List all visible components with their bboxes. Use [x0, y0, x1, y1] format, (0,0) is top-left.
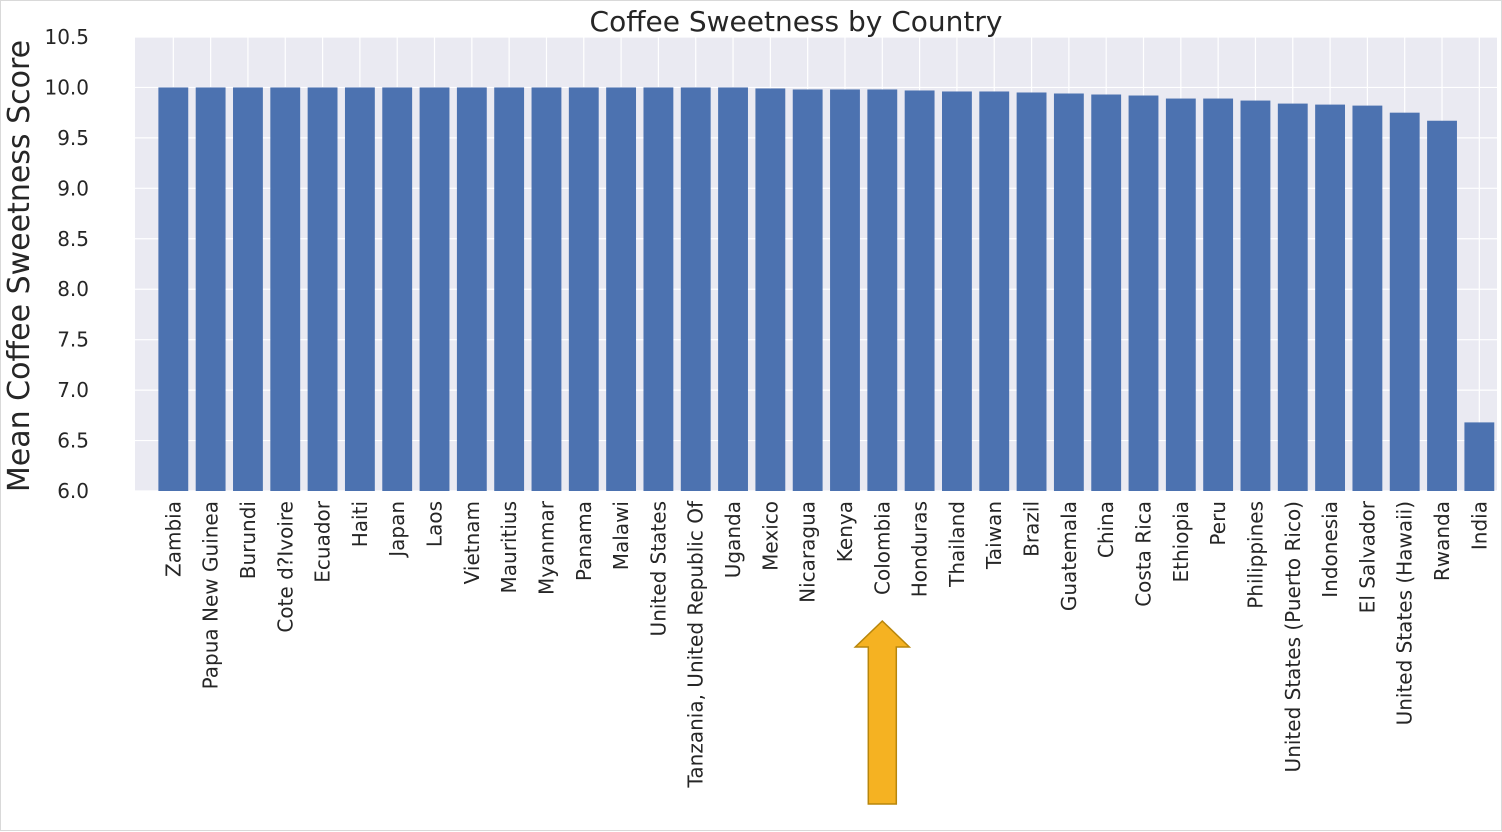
bar-nicaragua: [792, 89, 823, 491]
bar-ecuador: [307, 87, 338, 491]
y-tick-label: 8.5: [57, 227, 89, 251]
bar-mexico: [755, 88, 786, 491]
x-tick-label: Tanzania, United Republic Of: [684, 500, 708, 788]
bar-united-states-puerto-rico: [1277, 103, 1308, 491]
y-tick-label: 7.0: [57, 378, 89, 402]
bar-taiwan: [979, 91, 1010, 491]
x-tick-label: Ecuador: [311, 500, 335, 582]
x-tick-label: Cote d?Ivoire: [273, 501, 297, 633]
bar-tanzania-united-republic-of: [680, 87, 711, 491]
y-axis-label: Mean Coffee Sweetness Score: [2, 40, 37, 492]
bars: [158, 87, 1495, 492]
x-tick-label: Honduras: [908, 501, 932, 597]
x-tick-label: Costa Rica: [1132, 501, 1156, 607]
x-tick-label: United States (Puerto Rico): [1281, 501, 1305, 772]
x-tick-label: Philippines: [1243, 501, 1267, 609]
bar-myanmar: [531, 87, 562, 491]
x-tick-label: Indonesia: [1318, 501, 1342, 598]
x-tick-label: Uganda: [721, 501, 745, 578]
x-tick-label: Malawi: [609, 501, 633, 570]
bar-el-salvador: [1352, 105, 1383, 492]
x-tick-label: Zambia: [161, 501, 185, 577]
x-tick-label: Laos: [423, 501, 447, 547]
x-tick-label: Burundi: [236, 501, 260, 579]
annotation: [853, 619, 912, 805]
bar-colombia: [867, 89, 898, 491]
x-tick-label: Haiti: [348, 501, 372, 547]
bar-uganda: [718, 87, 748, 491]
bar-guatemala: [1053, 93, 1084, 492]
bar-laos: [419, 87, 450, 491]
x-tick-label: United States (Hawaii): [1393, 501, 1417, 725]
bar-vietnam: [456, 87, 487, 491]
x-tick-label: Guatemala: [1057, 501, 1081, 611]
bar-india: [1464, 422, 1495, 491]
y-tick-label: 9.0: [57, 176, 89, 200]
bar-peru: [1203, 98, 1234, 491]
up-arrow-icon: [853, 619, 912, 805]
bar-zambia: [158, 87, 189, 491]
bar-honduras: [904, 90, 935, 492]
bar-mauritius: [494, 87, 525, 491]
x-tick-label: Panama: [572, 501, 596, 581]
x-tick-label: United States: [646, 501, 670, 636]
y-tick-label: 10.0: [44, 75, 89, 99]
x-tick-label: Taiwan: [982, 501, 1006, 570]
bar-united-states-hawaii: [1389, 112, 1420, 492]
bar-philippines: [1240, 100, 1271, 491]
x-tick-label: Colombia: [870, 501, 894, 595]
bar-haiti: [344, 87, 375, 491]
bar-indonesia: [1315, 104, 1346, 492]
bar-rwanda: [1427, 120, 1457, 491]
bar-malawi: [606, 87, 637, 491]
bar-papua-new-guinea: [195, 87, 226, 491]
bar-united-states: [643, 87, 674, 491]
x-tick-label: Nicaragua: [796, 501, 820, 603]
y-tick-labels: 6.0 6.5 7.0 7.5 8.0 8.5 9.0 9.5 10.0 10.5: [44, 25, 89, 503]
y-tick-label: 8.0: [57, 277, 89, 301]
x-tick-label: Myanmar: [534, 500, 558, 595]
x-tick-label: Ethiopia: [1169, 501, 1193, 582]
x-tick-label: El Salvador: [1355, 500, 1379, 613]
x-tick-label: Peru: [1206, 501, 1230, 546]
x-tick-label: Brazil: [1020, 501, 1044, 557]
y-tick-label: 6.5: [57, 429, 89, 453]
y-tick-label: 6.0: [57, 479, 89, 503]
bar-burundi: [233, 87, 263, 491]
x-tick-label: Mauritius: [497, 501, 521, 593]
x-tick-label: China: [1094, 501, 1118, 558]
bar-japan: [382, 87, 413, 491]
chart-title: Coffee Sweetness by Country: [590, 5, 1003, 38]
bar-thailand: [942, 91, 972, 491]
x-tick-label: Mexico: [758, 501, 782, 571]
bar-brazil: [1016, 92, 1047, 491]
x-tick-label: Thailand: [945, 501, 969, 588]
y-tick-label: 7.5: [57, 328, 89, 352]
y-tick-label: 9.5: [57, 126, 89, 150]
y-tick-label: 10.5: [44, 25, 89, 49]
x-tick-label: Japan: [385, 501, 409, 559]
bar-ethiopia: [1165, 98, 1196, 491]
bar-cote-d-ivoire: [270, 87, 301, 491]
bar-kenya: [830, 89, 860, 491]
bar-costa-rica: [1128, 95, 1159, 491]
x-tick-labels: Zambia Papua New Guinea Burundi Cote d?Ivoi…: [161, 500, 1491, 788]
x-tick-label: Rwanda: [1430, 501, 1454, 581]
bar-china: [1091, 94, 1122, 492]
x-tick-label: Papua New Guinea: [199, 501, 223, 689]
x-tick-label: Vietnam: [460, 501, 484, 584]
x-tick-label: Kenya: [833, 501, 857, 562]
x-tick-label: India: [1467, 501, 1491, 550]
bar-panama: [568, 87, 599, 491]
